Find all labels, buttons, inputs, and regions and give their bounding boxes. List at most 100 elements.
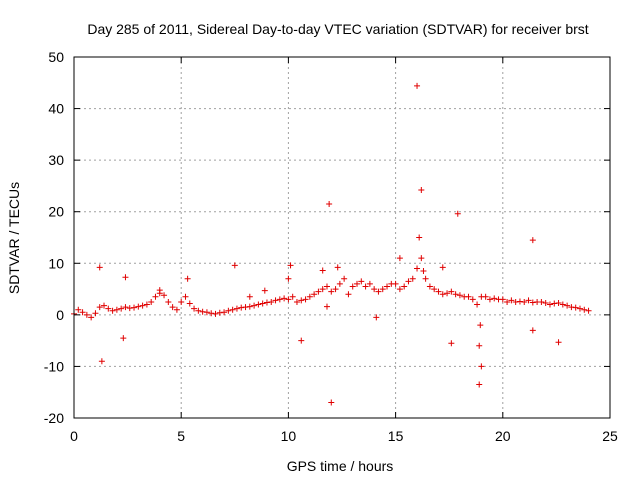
data-point xyxy=(225,307,232,314)
data-point xyxy=(332,286,339,293)
data-point xyxy=(555,299,562,306)
data-point xyxy=(323,283,330,290)
data-point xyxy=(96,264,103,271)
data-point xyxy=(422,275,429,282)
data-point xyxy=(354,280,361,287)
data-point xyxy=(345,291,352,298)
data-point xyxy=(126,305,133,312)
data-point xyxy=(362,283,369,290)
data-point xyxy=(504,298,511,305)
data-point xyxy=(486,296,493,303)
data-point xyxy=(576,305,583,312)
data-point xyxy=(118,305,125,312)
data-point xyxy=(259,300,266,307)
data-point xyxy=(521,298,528,305)
data-point xyxy=(272,297,279,304)
data-point xyxy=(414,265,421,272)
data-point xyxy=(476,381,483,388)
data-point xyxy=(268,298,275,305)
data-point xyxy=(238,304,245,311)
data-point xyxy=(349,283,356,290)
data-point xyxy=(396,286,403,293)
data-point xyxy=(525,297,532,304)
data-point xyxy=(516,298,523,305)
data-point xyxy=(326,200,333,207)
data-point xyxy=(276,296,283,303)
data-point xyxy=(289,293,296,300)
data-point xyxy=(156,287,163,294)
data-point xyxy=(416,234,423,241)
data-point xyxy=(285,296,292,303)
y-tick-label: 10 xyxy=(48,255,64,271)
data-point xyxy=(131,304,138,311)
y-tick-label: 0 xyxy=(56,307,64,323)
data-point xyxy=(233,305,240,312)
data-point xyxy=(418,255,425,262)
data-point xyxy=(261,287,268,294)
data-point xyxy=(366,280,373,287)
data-point xyxy=(499,296,506,303)
data-point xyxy=(323,303,330,310)
data-point xyxy=(420,268,427,275)
data-point xyxy=(334,264,341,271)
data-point xyxy=(572,304,579,311)
data-point xyxy=(328,399,335,406)
x-tick-label: 15 xyxy=(388,428,404,444)
data-point xyxy=(135,303,142,310)
data-point xyxy=(306,293,313,300)
data-point xyxy=(109,307,116,314)
data-point xyxy=(435,288,442,295)
data-point xyxy=(371,286,378,293)
data-point xyxy=(263,299,270,306)
data-point xyxy=(143,301,150,308)
data-point xyxy=(384,283,391,290)
data-point xyxy=(293,298,300,305)
data-point xyxy=(448,288,455,295)
data-point xyxy=(568,304,575,311)
grid-lines xyxy=(74,57,610,418)
y-axis-label: SDTVAR / TECUs xyxy=(6,182,22,294)
data-point xyxy=(298,337,305,344)
data-point xyxy=(512,298,519,305)
data-point xyxy=(482,293,489,300)
data-point xyxy=(281,295,288,302)
data-point xyxy=(92,310,99,317)
data-point xyxy=(328,288,335,295)
data-point xyxy=(469,296,476,303)
x-tick-label: 25 xyxy=(602,428,618,444)
data-point xyxy=(392,280,399,287)
data-point xyxy=(148,298,155,305)
y-tick-label: -20 xyxy=(44,410,64,426)
data-point xyxy=(465,293,472,300)
data-point xyxy=(529,327,536,334)
data-point xyxy=(456,292,463,299)
data-point xyxy=(251,302,258,309)
data-point xyxy=(538,298,545,305)
data-point xyxy=(79,309,86,316)
data-point xyxy=(195,307,202,314)
data-point xyxy=(169,304,176,311)
data-point xyxy=(212,310,219,317)
data-point xyxy=(120,335,127,342)
data-point xyxy=(302,296,309,303)
data-point xyxy=(122,274,129,281)
data-point xyxy=(101,302,108,309)
data-point xyxy=(173,306,180,313)
data-point xyxy=(401,283,408,290)
data-point xyxy=(231,262,238,269)
data-point xyxy=(439,264,446,271)
data-point xyxy=(409,275,416,282)
data-point xyxy=(186,300,193,307)
axis-ticks: 0 5 10 15 20 25 -20 -10 0 10 20 30 40 50 xyxy=(44,49,618,444)
data-point xyxy=(298,297,305,304)
data-point xyxy=(315,288,322,295)
data-point xyxy=(139,302,146,309)
x-tick-label: 5 xyxy=(177,428,185,444)
data-point xyxy=(113,306,120,313)
data-point xyxy=(379,286,386,293)
data-point xyxy=(542,299,549,306)
data-point xyxy=(439,291,446,298)
data-point xyxy=(122,304,129,311)
y-tick-label: 40 xyxy=(48,101,64,117)
